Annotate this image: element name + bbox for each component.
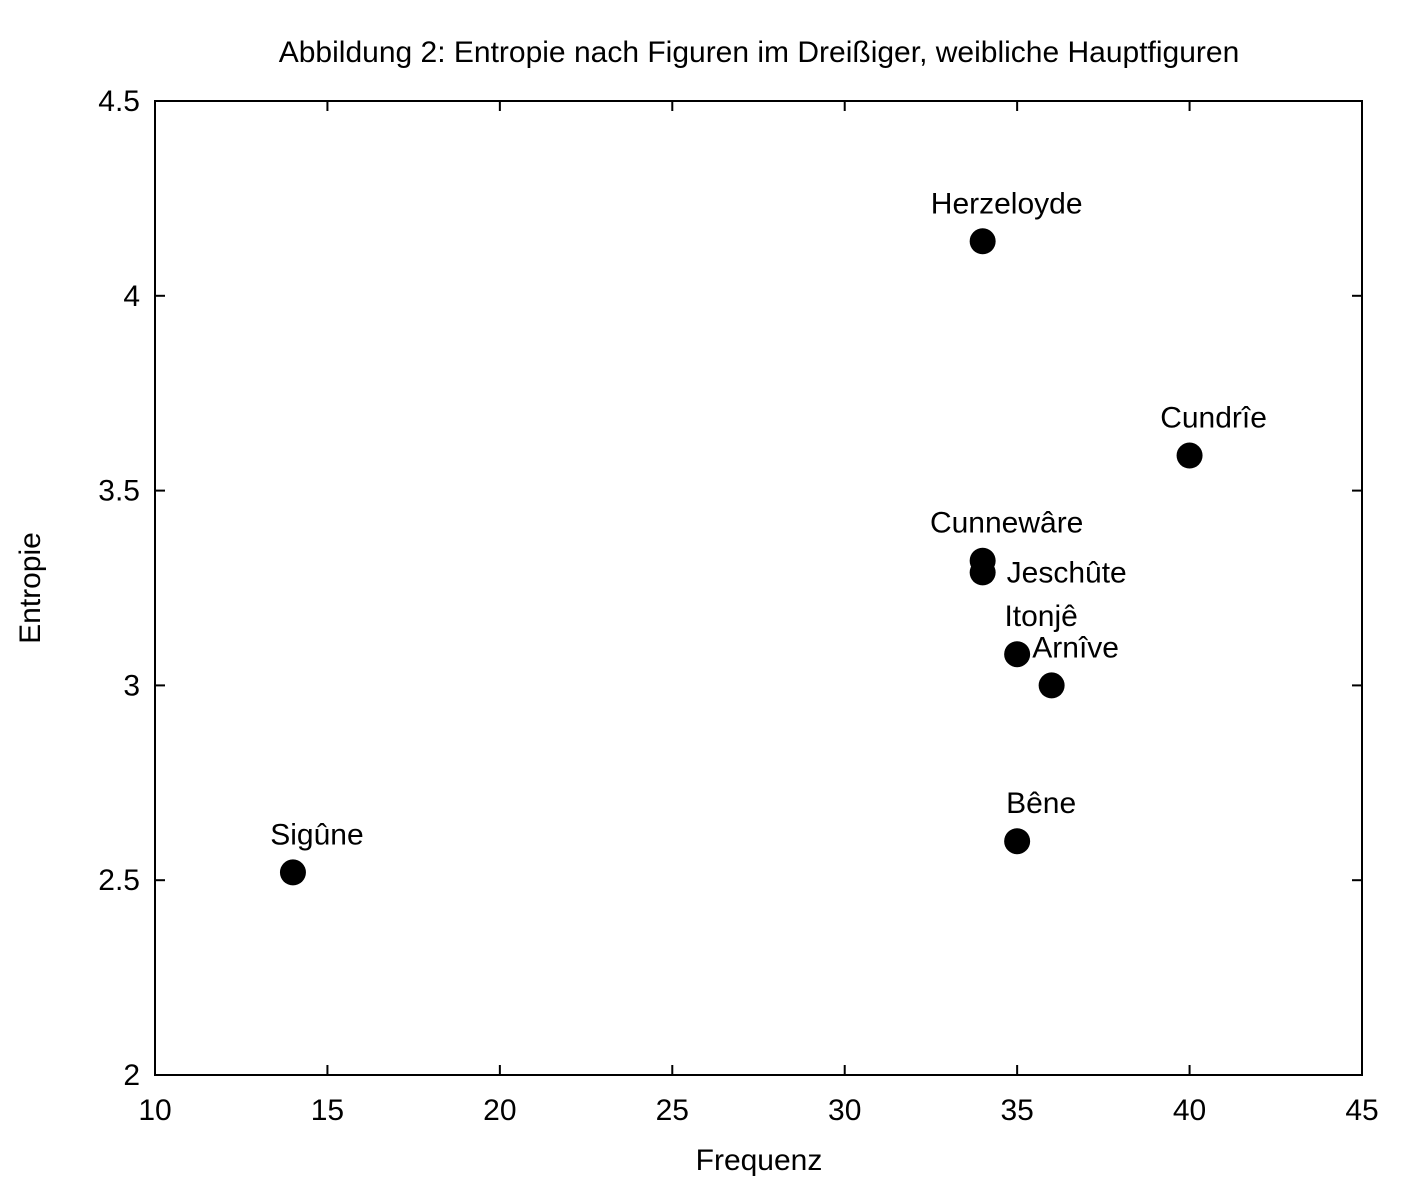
data-point [1038, 672, 1065, 699]
data-label: Herzeloyde [931, 187, 1083, 220]
x-tick-label: 10 [138, 1094, 171, 1127]
data-point [1004, 828, 1031, 855]
x-tick-label: 45 [1345, 1094, 1378, 1127]
axis-ticks [154, 100, 1363, 1076]
chart-title: Abbildung 2: Entropie nach Figuren im Dr… [279, 36, 1240, 69]
tick-labels: 10 15 20 25 30 35 40 45 2 2.5 3 3.5 4 4.5 [98, 85, 1378, 1127]
x-tick-label: 15 [311, 1094, 344, 1127]
plot-frame [154, 100, 1363, 1076]
data-label: Itonjê [1004, 600, 1077, 633]
x-tick-label: 35 [1000, 1094, 1033, 1127]
data-point [279, 859, 306, 886]
y-tick-label: 2 [123, 1059, 140, 1092]
x-tick-label: 30 [828, 1094, 861, 1127]
data-label: Arnîve [1032, 631, 1119, 664]
x-tick-label: 40 [1173, 1094, 1206, 1127]
data-point [1176, 442, 1203, 469]
data-point [969, 559, 996, 586]
y-tick-label: 4 [123, 280, 140, 313]
x-tick-label: 20 [483, 1094, 516, 1127]
y-tick-label: 3.5 [98, 475, 140, 508]
data-label: Sigûne [270, 818, 363, 851]
x-axis-label: Frequenz [696, 1144, 823, 1177]
y-tick-label: 4.5 [98, 85, 140, 118]
y-tick-label: 3 [123, 669, 140, 702]
data-points [279, 228, 1203, 886]
data-label: Jeschûte [1007, 556, 1127, 589]
data-point [969, 228, 996, 255]
y-tick-label: 2.5 [98, 864, 140, 897]
data-point [1004, 641, 1031, 668]
y-axis-label: Entropie [14, 532, 47, 644]
data-label: Cunnewâre [930, 507, 1083, 540]
data-label: Cundrîe [1160, 402, 1267, 435]
data-labels: Herzeloyde Cundrîe Cunnewâre Jeschûte Itonjê… [270, 187, 1267, 851]
x-tick-label: 25 [656, 1094, 689, 1127]
data-label: Bêne [1006, 787, 1076, 820]
